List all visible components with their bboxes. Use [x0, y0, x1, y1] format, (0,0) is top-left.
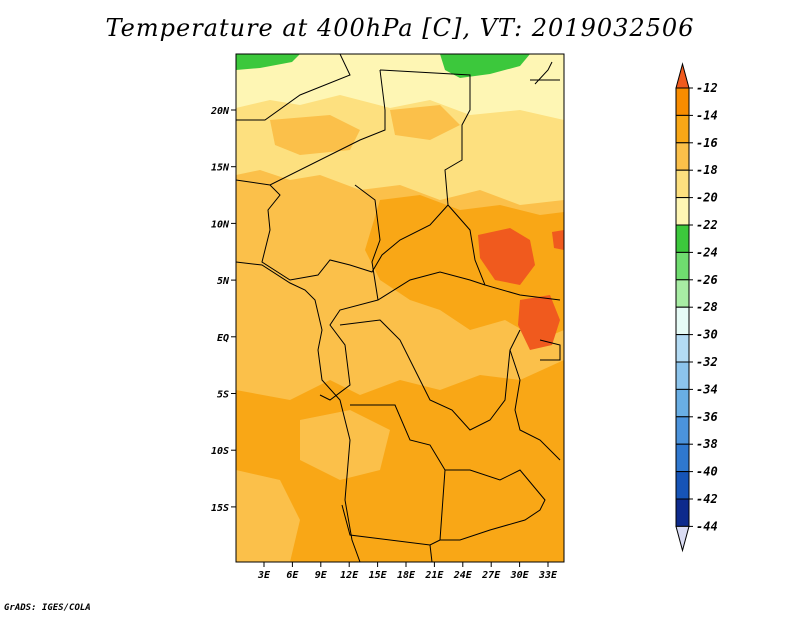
lat-tick-label: 15N: [211, 163, 230, 174]
colorbar-level-label: -14: [696, 108, 718, 122]
colorbar-swatch: [675, 471, 690, 500]
colorbar-top-arrow: [675, 62, 690, 89]
colorbar-swatch: [675, 224, 690, 253]
country-boundaries: [236, 54, 561, 562]
map-title: Temperature at 400hPa [C], VT: 201903250…: [105, 14, 695, 42]
colorbar-level-label: -18: [696, 163, 718, 177]
colorbar-level-label: -38: [696, 437, 718, 451]
colorbar-swatch: [675, 197, 690, 226]
colorbar-swatch: [675, 251, 690, 281]
lon-tick-label: 21E: [424, 570, 444, 581]
temperature-field-south: [236, 360, 564, 562]
boundary-central-4: [339, 319, 521, 431]
coastline-northeast: [530, 61, 560, 85]
boundary-lakes: [509, 349, 561, 461]
temperature-field-green-left: [236, 54, 300, 70]
lon-tick-label: 3E: [257, 570, 271, 581]
boundary-north-1: [236, 54, 351, 121]
lon-tick-label: 18E: [397, 570, 416, 581]
colorbar-level-label: -22: [696, 218, 718, 232]
lat-tick-label: 20N: [210, 106, 230, 117]
temperature-hotspot-east: [518, 295, 560, 350]
boundary-central-2: [319, 184, 381, 401]
lon-tick-label: 30E: [510, 570, 530, 581]
map-field: [236, 54, 564, 562]
boundary-south-3: [429, 544, 433, 562]
colorbar-swatch: [675, 169, 690, 199]
lat-tick-label: 10N: [211, 219, 230, 230]
temperature-patch-a: [270, 115, 360, 155]
lon-tick-label: 15E: [369, 570, 388, 581]
temperature-hotspot-edge: [552, 230, 564, 250]
lon-tick-label: 33E: [538, 570, 558, 581]
temperature-hotspot-north: [478, 228, 535, 285]
temperature-field-green-right: [440, 54, 530, 78]
lat-tick-label: 5N: [217, 276, 230, 287]
coastline: [236, 261, 361, 562]
colorbar: -12 -14 -16 -18 -20 -22 -24 -26 -28 -30 -32 -34 -36 -…: [675, 62, 718, 553]
boundary-north-2: [236, 69, 386, 186]
longitude-axis: 3E 6E 9E 12E 15E 18E 21E 24E 27E 30E 33E: [257, 562, 558, 581]
colorbar-swatch: [675, 498, 690, 527]
temperature-patch-c: [300, 410, 390, 480]
temperature-patch-d: [236, 470, 300, 562]
colorbar-level-label: -12: [696, 81, 718, 95]
lon-tick-label: 24E: [453, 570, 473, 581]
colorbar-swatch: [675, 443, 690, 473]
colorbar-level-label: -16: [696, 136, 718, 150]
colorbar-swatch: [675, 279, 690, 308]
grads-credit: GrADS: IGES/COLA: [4, 603, 91, 613]
colorbar-level-label: -26: [696, 273, 718, 287]
colorbar-swatch: [675, 142, 690, 171]
lat-tick-label: 10S: [211, 446, 229, 457]
colorbar-swatch: [675, 334, 690, 363]
lat-tick-label: 15S: [211, 503, 229, 514]
colorbar-swatch: [675, 388, 690, 418]
colorbar-level-label: -36: [696, 410, 718, 424]
boundary-lake-victoria: [539, 339, 561, 361]
colorbar-swatch: [675, 87, 690, 116]
colorbar-swatch: [675, 361, 690, 390]
colorbar-swatch: [675, 114, 690, 144]
colorbar-level-label: -20: [696, 191, 718, 205]
colorbar-level-label: -40: [696, 465, 718, 479]
lon-tick-label: 12E: [340, 570, 359, 581]
lat-tick-label: 5S: [217, 390, 229, 401]
colorbar-level-label: -44: [696, 519, 718, 533]
colorbar-level-label: -28: [696, 300, 718, 314]
colorbar-level-label: -24: [696, 245, 718, 259]
colorbar-swatch: [675, 416, 690, 445]
colorbar-level-label: -30: [696, 328, 718, 342]
colorbar-level-label: -32: [696, 355, 718, 369]
boundary-central-1: [261, 184, 449, 281]
lon-tick-label: 27E: [481, 570, 501, 581]
colorbar-bottom-arrow: [675, 525, 690, 553]
colorbar-level-label: -42: [696, 492, 718, 506]
latitude-axis: 20N 15N 10N 5N EQ 5S 10S 15S: [210, 106, 236, 514]
map-frame: [235, 53, 565, 563]
colorbar-swatch: [675, 306, 690, 336]
boundary-east-1: [379, 69, 561, 301]
temperature-patch-b: [390, 105, 460, 140]
boundary-south-2: [440, 469, 546, 541]
lon-tick-label: 6E: [286, 570, 299, 581]
lon-tick-label: 9E: [315, 570, 328, 581]
lat-tick-label: EQ: [217, 333, 229, 344]
colorbar-level-label: -34: [696, 382, 718, 396]
boundary-central-3: [377, 271, 486, 301]
